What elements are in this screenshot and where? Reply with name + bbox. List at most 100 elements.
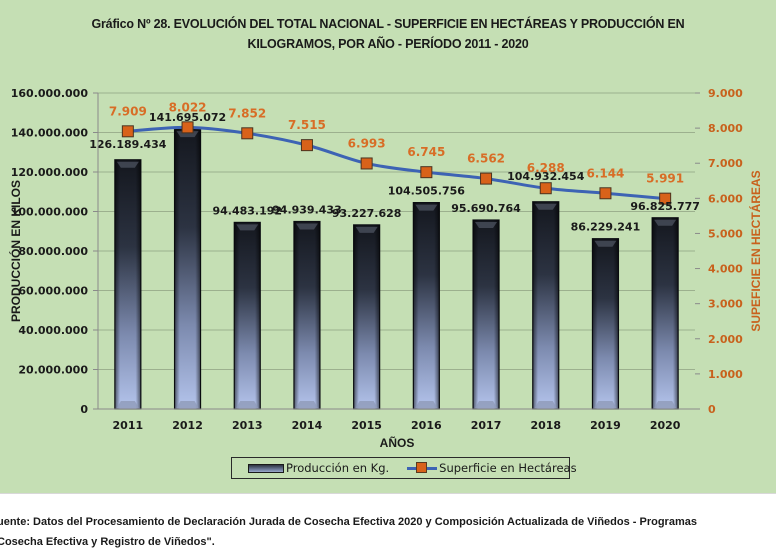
y-right-tick-label: 1.000: [708, 368, 743, 381]
bar-top-bevel: [594, 240, 617, 247]
bar: [591, 238, 620, 410]
y-left-tick-label: 40.000.000: [18, 324, 88, 337]
x-axis-title: AÑOS: [380, 435, 415, 450]
line-marker: [300, 139, 313, 152]
line-data-label: 8.022: [169, 100, 207, 114]
y-right-tick-label: 4.000: [708, 263, 743, 276]
bar-data-label: 141.695.072: [149, 111, 226, 124]
line-marker: [659, 192, 672, 205]
y-right-tick-label: 5.000: [708, 227, 743, 240]
y-left-tick-label: 160.000.000: [11, 87, 89, 100]
bar-bottom-bevel: [415, 401, 438, 408]
bar-data-label: 104.932.454: [507, 170, 585, 183]
bar-data-label: 104.505.756: [388, 185, 466, 198]
line-marker: [121, 125, 134, 138]
y-left-tick-label: 80.000.000: [18, 245, 88, 258]
x-tick-label: 2019: [590, 419, 621, 432]
bar: [353, 224, 381, 410]
bar: [472, 219, 500, 410]
chart-plot: 126.189.434 141.695.072 94.483.19294.939.4…: [8, 87, 763, 450]
line-data-label: 6.745: [407, 145, 445, 159]
bar-top-bevel: [654, 219, 677, 226]
line-data-label: 6.144: [586, 166, 624, 180]
bar: [651, 217, 679, 410]
bar: [173, 128, 202, 410]
bar-data-label: 126.189.434: [89, 138, 167, 151]
legend: Producción en Kg. Superficie en Hectárea…: [231, 457, 577, 479]
y-right-tick-label: 8.000: [708, 122, 743, 135]
legend-bar-swatch-icon: [248, 463, 284, 473]
bar-data-label: 96.825.777: [630, 200, 700, 213]
line-data-label: 5.991: [646, 172, 684, 186]
bar: [293, 220, 321, 410]
bar: [412, 202, 440, 410]
line-path: [127, 125, 666, 201]
x-tick-label: 2012: [172, 419, 203, 432]
bar-bottom-bevel: [355, 401, 378, 408]
bar-data-label: 94.939.433: [272, 203, 342, 216]
y-axis-left-title: PRODUCCIÓN EN KILOS: [8, 180, 23, 322]
source-line-1: uente: Datos del Procesamiento de Declar…: [0, 516, 697, 528]
y-left-tick-label: 140.000.000: [11, 127, 89, 140]
source-note: uente: Datos del Procesamiento de Declar…: [0, 512, 776, 552]
bar-shade: [413, 202, 440, 409]
y-left-tick-label: 60.000.000: [18, 285, 88, 298]
bar-bottom-bevel: [594, 401, 617, 408]
bar-top-bevel: [534, 203, 557, 210]
y-left-tick-label: 120.000.000: [11, 166, 89, 179]
line-marker: [480, 172, 493, 185]
legend-line-marker-icon: [407, 462, 438, 474]
y-right-tick-label: 9.000: [708, 87, 743, 100]
bar-top-bevel: [415, 204, 438, 211]
source-line-2: Cosecha Efectiva y Registro de Viñedos".: [0, 536, 215, 548]
y-right-tick-label: 7.000: [708, 157, 743, 170]
bar-top-bevel: [355, 226, 378, 233]
y-right-tick-label: 2.000: [708, 333, 743, 346]
x-tick-label: 2017: [471, 419, 502, 432]
bar-shade: [114, 159, 141, 409]
bar-shade: [353, 224, 380, 409]
x-tick-label: 2018: [530, 419, 561, 432]
chart-title-line-2: KILOGRAMOS, POR AÑO - PERÍODO 2011 - 202…: [247, 37, 529, 51]
bar-shade: [174, 129, 201, 410]
line-marker: [420, 166, 433, 179]
line-data-label: 7.852: [228, 106, 266, 120]
bar: [532, 201, 560, 410]
bar-top-bevel: [236, 224, 259, 231]
x-tick-label: 2011: [113, 419, 144, 432]
bar-data-label: 86.229.241: [571, 221, 641, 234]
line-data-label: 7.909: [109, 104, 147, 118]
chart-title-line-1: Gráfico Nº 28. EVOLUCIÓN DEL TOTAL NACIO…: [91, 17, 685, 31]
line-marker: [360, 157, 373, 170]
legend-item-superficie: Superficie en Hectáreas: [389, 461, 577, 475]
line-data-label: 6.562: [467, 152, 505, 166]
bar: [114, 159, 142, 410]
bar-top-bevel: [295, 223, 318, 230]
bar-bottom-bevel: [534, 401, 557, 408]
bar-bottom-bevel: [654, 401, 677, 408]
bar-data-label: 94.483.192: [212, 204, 282, 217]
bar-shade: [592, 238, 619, 409]
line-marker: [599, 187, 612, 200]
line-series: [121, 121, 672, 205]
bar: [233, 221, 261, 410]
bar-top-bevel: [475, 222, 498, 229]
bar-bottom-bevel: [236, 401, 259, 408]
line-data-label: 6.993: [348, 136, 386, 150]
bar-bottom-bevel: [176, 401, 199, 408]
axes: 0 20.000.000 40.000.000 60.000.000 80.000.00…: [11, 87, 743, 432]
bar-bottom-bevel: [295, 401, 318, 408]
line-marker: [539, 182, 552, 195]
bar-shade: [532, 201, 559, 409]
bar-shade: [234, 222, 261, 409]
y-axis-right-title: SUPEFICIE EN HECTÁREAS: [748, 170, 763, 331]
x-tick-label: 2016: [411, 419, 442, 432]
line-marker: [241, 127, 254, 140]
chart-area: Gráfico Nº 28. EVOLUCIÓN DEL TOTAL NACIO…: [0, 0, 776, 494]
legend-label-superficie: Superficie en Hectáreas: [439, 461, 577, 475]
y-right-tick-label: 0: [708, 403, 716, 416]
chart-title: Gráfico Nº 28. EVOLUCIÓN DEL TOTAL NACIO…: [0, 14, 776, 54]
bar-bottom-bevel: [475, 401, 498, 408]
data-labels: 126.189.434 141.695.072 94.483.19294.939.4…: [89, 100, 700, 233]
y-left-tick-label: 20.000.000: [18, 364, 88, 377]
